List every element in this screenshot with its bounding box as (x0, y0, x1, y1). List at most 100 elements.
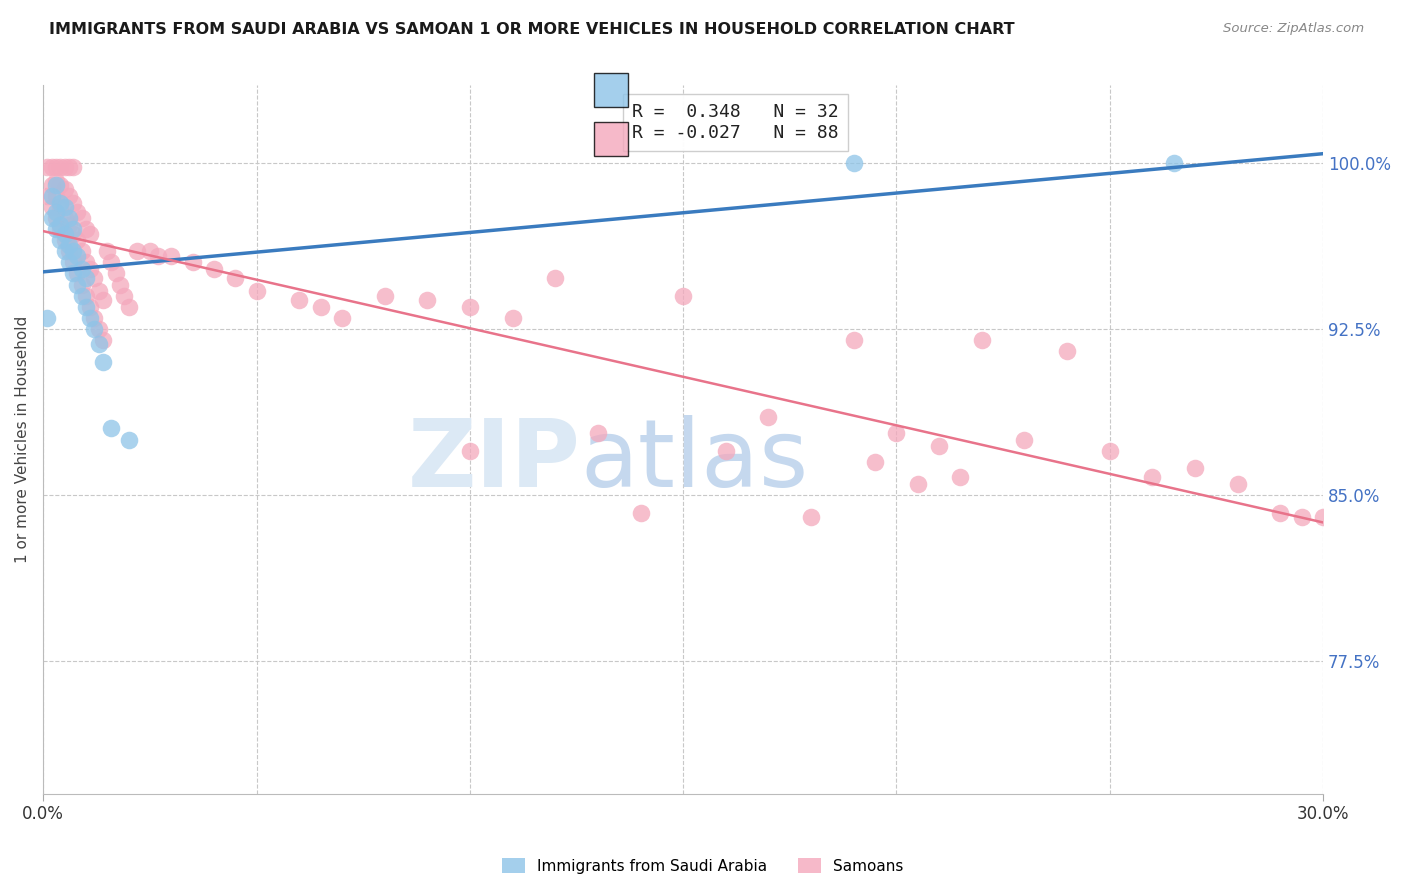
Point (544, 271, 567, 285)
Point (87, 337, 110, 351)
Point (886, 425, 908, 440)
Point (53, 211, 76, 226)
Text: ZIP: ZIP (408, 415, 581, 507)
Point (79, 262, 101, 277)
Point (58, 211, 80, 226)
Point (45, 189, 67, 203)
Point (91, 293, 114, 307)
Point (62, 227, 84, 241)
Point (502, 310, 524, 325)
Text: R =  0.348   N = 32
R = -0.027   N = 88: R = 0.348 N = 32 R = -0.027 N = 88 (631, 103, 838, 142)
Y-axis label: 1 or more Vehicles in Household: 1 or more Vehicles in Household (15, 316, 30, 563)
Point (45, 222, 67, 236)
Point (800, 510, 823, 524)
Point (117, 300, 139, 314)
Point (842, 156, 865, 170)
Point (117, 433, 139, 447)
Point (373, 288, 395, 302)
Point (100, 421, 122, 435)
Point (49, 160, 72, 174)
Point (75, 300, 97, 314)
Point (1142, 470, 1164, 484)
Point (62, 160, 84, 174)
Point (160, 249, 183, 263)
Text: IMMIGRANTS FROM SAUDI ARABIA VS SAMOAN 1 OR MORE VEHICLES IN HOUSEHOLD CORRELATI: IMMIGRANTS FROM SAUDI ARABIA VS SAMOAN 1… (49, 22, 1015, 37)
Point (181, 255, 204, 269)
Point (842, 333, 865, 347)
Point (458, 443, 481, 458)
Point (70, 244, 93, 259)
Text: atlas: atlas (581, 415, 808, 507)
Point (70, 277, 93, 292)
Point (91, 355, 114, 369)
Point (58, 189, 80, 203)
Point (62, 195, 84, 210)
Point (112, 288, 135, 302)
Point (758, 410, 780, 425)
Point (49, 195, 72, 210)
FancyBboxPatch shape (593, 72, 628, 106)
Point (288, 293, 311, 307)
Point (45, 204, 67, 219)
Point (83, 310, 105, 325)
Point (458, 300, 481, 314)
Point (1291, 510, 1313, 524)
Point (907, 476, 929, 491)
Point (58, 237, 80, 252)
Point (1184, 461, 1206, 475)
Point (125, 244, 148, 259)
Point (245, 284, 267, 298)
Point (49, 200, 72, 214)
Point (41, 178, 63, 192)
Point (53, 200, 76, 214)
Point (1098, 443, 1121, 458)
Point (330, 310, 353, 325)
Point (62, 222, 84, 236)
Point (62, 244, 84, 259)
Point (75, 288, 97, 302)
Point (108, 277, 131, 292)
Point (87, 322, 110, 336)
Point (1163, 156, 1185, 170)
Point (49, 233, 72, 247)
Point (41, 189, 63, 203)
Point (53, 233, 76, 247)
Point (970, 333, 993, 347)
Point (309, 300, 332, 314)
Point (45, 178, 67, 192)
Point (45, 211, 67, 226)
Point (41, 211, 63, 226)
Point (863, 455, 886, 469)
Point (66, 249, 89, 263)
Point (83, 271, 105, 285)
Point (58, 218, 80, 232)
Point (45, 160, 67, 174)
Point (91, 333, 114, 347)
Point (53, 244, 76, 259)
Point (70, 211, 93, 226)
Point (87, 284, 110, 298)
Point (416, 293, 439, 307)
Point (1270, 506, 1292, 520)
Point (148, 249, 170, 263)
Point (1014, 433, 1036, 447)
Point (1226, 476, 1249, 491)
Point (62, 267, 84, 281)
Point (79, 300, 101, 314)
Point (79, 227, 101, 241)
Point (1056, 343, 1078, 358)
Point (58, 160, 80, 174)
Point (104, 267, 127, 281)
Point (586, 425, 609, 440)
Point (37, 160, 59, 174)
Text: Source: ZipAtlas.com: Source: ZipAtlas.com (1223, 22, 1364, 36)
Point (41, 160, 63, 174)
Point (83, 322, 105, 336)
Point (66, 204, 89, 219)
Point (62, 255, 84, 269)
Point (75, 255, 97, 269)
Point (37, 310, 59, 325)
Point (949, 470, 972, 484)
Point (53, 160, 76, 174)
Point (49, 218, 72, 232)
